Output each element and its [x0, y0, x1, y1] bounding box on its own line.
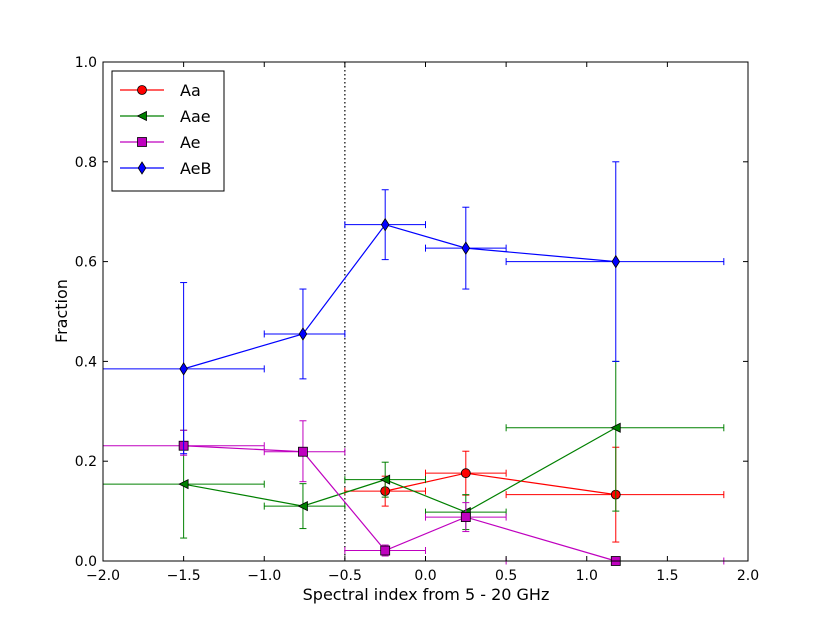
data-point [460, 512, 471, 522]
legend-label: Aa [180, 81, 201, 100]
data-point [178, 479, 189, 490]
series-aeb [102, 161, 725, 455]
y-tick-label: 0.2 [75, 454, 97, 470]
data-point [298, 446, 308, 457]
y-axis-label: Fraction [52, 279, 71, 343]
x-tick-label: 0.0 [414, 568, 436, 584]
x-tick-label: −2.0 [86, 568, 120, 584]
x-tick-label: 1.5 [656, 568, 678, 584]
series-aa [344, 446, 725, 543]
data-point [610, 422, 621, 433]
legend-marker [136, 110, 147, 122]
data-point [379, 474, 391, 485]
legend-marker [137, 137, 147, 147]
x-tick-label: 1.0 [576, 568, 598, 584]
x-tick-label: −0.5 [328, 568, 362, 584]
data-point [298, 327, 308, 341]
series-layer [102, 161, 725, 566]
legend-label: Aae [180, 107, 211, 126]
legend-marker [137, 161, 147, 175]
data-point [380, 545, 391, 556]
data-point [461, 241, 471, 255]
data-point [460, 468, 471, 479]
legend-label: Ae [180, 133, 201, 152]
x-tick-label: −1.5 [167, 568, 201, 584]
legend-box [111, 70, 225, 192]
y-tick-label: 0.0 [75, 554, 97, 570]
legend-label: AeB [180, 159, 211, 178]
legend-item-aa: Aa [120, 81, 201, 100]
legend-marker [137, 85, 147, 95]
y-tick-label: 0.8 [75, 155, 97, 171]
y-tick-label: 1.0 [75, 55, 97, 71]
x-tick-label: 0.5 [495, 568, 517, 584]
x-axis-label: Spectral index from 5 - 20 GHz [303, 585, 550, 604]
data-point [380, 217, 390, 232]
legend-item-ae: Ae [120, 133, 201, 152]
legend-item-aae: Aae [120, 107, 211, 126]
axes: −2.0 −1.5 −1.0 −0.5 0.0 0.5 1.0 1.5 2.0 0.0 0.2 0.4… [75, 55, 759, 584]
data-point [611, 254, 621, 269]
data-point [179, 362, 188, 376]
y-tick-label: 0.6 [75, 255, 97, 271]
legend: Aa Aae Ae AeB [111, 70, 225, 192]
x-tick-label: −1.0 [247, 568, 281, 584]
legend-item-aeb: AeB [120, 159, 211, 178]
data-point [297, 500, 308, 512]
y-tick-label: 0.4 [75, 354, 97, 370]
x-tick-label: 2.0 [737, 568, 759, 584]
